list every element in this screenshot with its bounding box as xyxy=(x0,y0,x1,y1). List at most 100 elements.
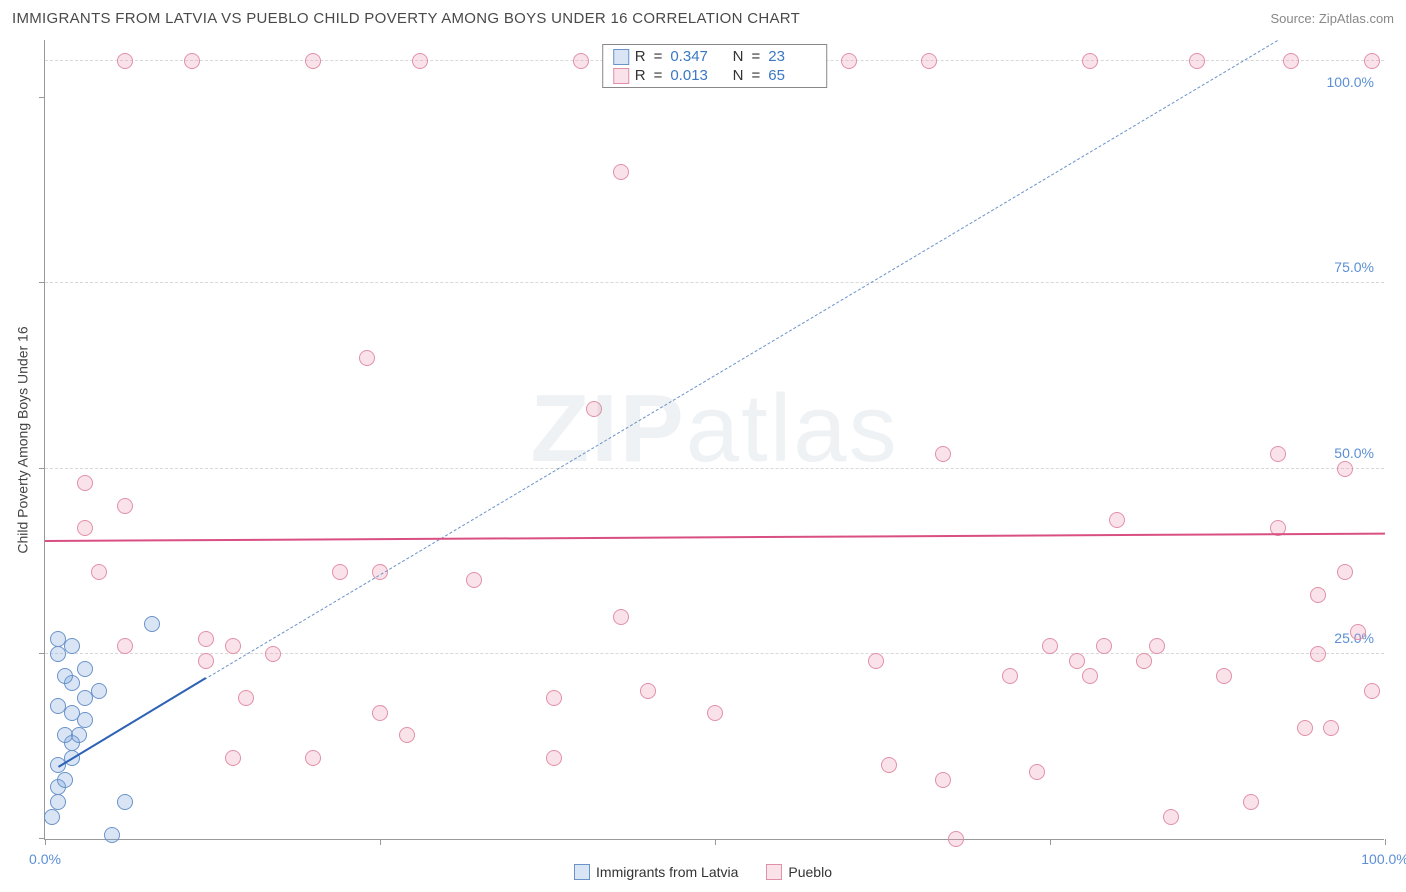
chart-container: ZIPatlas R=0.347 N=23R=0.013 N=65 0.0%10… xyxy=(44,40,1384,840)
data-point-pueblo xyxy=(77,520,93,536)
data-point-latvia xyxy=(50,794,66,810)
legend-row-pueblo: R = 0.013 N = 65 xyxy=(603,66,827,85)
legend-swatch-latvia xyxy=(574,864,590,880)
legend-eq: = xyxy=(752,48,761,65)
data-point-pueblo xyxy=(198,653,214,669)
legend-eq: = xyxy=(752,67,761,84)
legend-eq: = xyxy=(654,48,663,65)
data-point-latvia xyxy=(71,727,87,743)
data-point-pueblo xyxy=(1149,638,1165,654)
data-point-pueblo xyxy=(868,653,884,669)
data-point-latvia xyxy=(144,616,160,632)
y-tick-label: 50.0% xyxy=(1334,445,1374,461)
data-point-pueblo xyxy=(466,572,482,588)
y-tick xyxy=(39,653,45,654)
data-point-pueblo xyxy=(1109,512,1125,528)
data-point-pueblo xyxy=(640,683,656,699)
legend-r-label: R xyxy=(635,67,646,84)
data-point-pueblo xyxy=(238,690,254,706)
data-point-pueblo xyxy=(1042,638,1058,654)
data-point-pueblo xyxy=(841,53,857,69)
chart-title: IMMIGRANTS FROM LATVIA VS PUEBLO CHILD P… xyxy=(12,10,800,27)
y-tick xyxy=(39,282,45,283)
y-tick-label: 100.0% xyxy=(1327,74,1374,90)
data-point-pueblo xyxy=(1337,564,1353,580)
data-point-pueblo xyxy=(372,705,388,721)
legend-swatch-pueblo xyxy=(766,864,782,880)
y-tick xyxy=(39,838,45,839)
data-point-pueblo xyxy=(1310,646,1326,662)
series-legend: Immigrants from Latvia Pueblo xyxy=(0,856,1406,888)
legend-r-value: 0.013 xyxy=(670,67,718,84)
data-point-pueblo xyxy=(305,53,321,69)
watermark-bold: ZIP xyxy=(530,375,685,482)
data-point-pueblo xyxy=(1283,53,1299,69)
data-point-latvia xyxy=(91,683,107,699)
legend-n-label: N xyxy=(724,48,743,65)
data-point-pueblo xyxy=(935,446,951,462)
y-tick-label: 75.0% xyxy=(1334,259,1374,275)
data-point-latvia xyxy=(50,698,66,714)
trend-line-dashed xyxy=(58,40,1278,767)
watermark-thin: atlas xyxy=(686,375,899,482)
data-point-pueblo xyxy=(265,646,281,662)
data-point-pueblo xyxy=(1082,668,1098,684)
data-point-pueblo xyxy=(117,638,133,654)
x-tick xyxy=(715,839,716,845)
data-point-latvia xyxy=(50,631,66,647)
data-point-pueblo xyxy=(225,638,241,654)
data-point-pueblo xyxy=(1350,624,1366,640)
data-point-pueblo xyxy=(1337,461,1353,477)
data-point-pueblo xyxy=(613,164,629,180)
legend-row-latvia: R=0.347 N=23 xyxy=(603,47,827,66)
data-point-pueblo xyxy=(1297,720,1313,736)
data-point-pueblo xyxy=(1364,53,1380,69)
plot-area: ZIPatlas R=0.347 N=23R=0.013 N=65 0.0%10… xyxy=(44,40,1384,840)
data-point-pueblo xyxy=(1323,720,1339,736)
legend-n-label: N xyxy=(724,67,743,84)
data-point-latvia xyxy=(77,661,93,677)
data-point-pueblo xyxy=(1189,53,1205,69)
data-point-pueblo xyxy=(1270,446,1286,462)
data-point-pueblo xyxy=(117,53,133,69)
legend-item-pueblo: Pueblo xyxy=(766,864,832,880)
data-point-pueblo xyxy=(1364,683,1380,699)
data-point-pueblo xyxy=(881,757,897,773)
legend-label-latvia: Immigrants from Latvia xyxy=(596,864,738,880)
gridline xyxy=(45,282,1384,283)
data-point-pueblo xyxy=(1310,587,1326,603)
y-tick xyxy=(39,468,45,469)
legend-eq: = xyxy=(654,67,663,84)
data-point-latvia xyxy=(117,794,133,810)
data-point-pueblo xyxy=(573,53,589,69)
data-point-pueblo xyxy=(225,750,241,766)
y-axis-label: Child Poverty Among Boys Under 16 xyxy=(15,326,31,553)
y-axis-label-container: Child Poverty Among Boys Under 16 xyxy=(6,40,40,840)
data-point-pueblo xyxy=(613,609,629,625)
legend-item-latvia: Immigrants from Latvia xyxy=(574,864,738,880)
legend-r-value: 0.347 xyxy=(670,48,718,65)
trend-line xyxy=(45,533,1385,542)
data-point-latvia xyxy=(57,668,73,684)
data-point-pueblo xyxy=(1136,653,1152,669)
data-point-latvia xyxy=(57,772,73,788)
legend-swatch-latvia xyxy=(613,49,629,65)
data-point-pueblo xyxy=(1069,653,1085,669)
data-point-pueblo xyxy=(935,772,951,788)
x-tick xyxy=(1050,839,1051,845)
data-point-pueblo xyxy=(546,690,562,706)
data-point-latvia xyxy=(64,638,80,654)
legend-label-pueblo: Pueblo xyxy=(788,864,832,880)
data-point-pueblo xyxy=(707,705,723,721)
data-point-pueblo xyxy=(91,564,107,580)
data-point-pueblo xyxy=(948,831,964,847)
y-tick xyxy=(39,97,45,98)
data-point-pueblo xyxy=(1096,638,1112,654)
data-point-pueblo xyxy=(1243,794,1259,810)
data-point-pueblo xyxy=(1002,668,1018,684)
legend-n-value: 65 xyxy=(768,67,816,84)
correlation-legend: R=0.347 N=23R=0.013 N=65 xyxy=(602,44,828,88)
data-point-pueblo xyxy=(1082,53,1098,69)
data-point-pueblo xyxy=(77,475,93,491)
data-point-pueblo xyxy=(399,727,415,743)
